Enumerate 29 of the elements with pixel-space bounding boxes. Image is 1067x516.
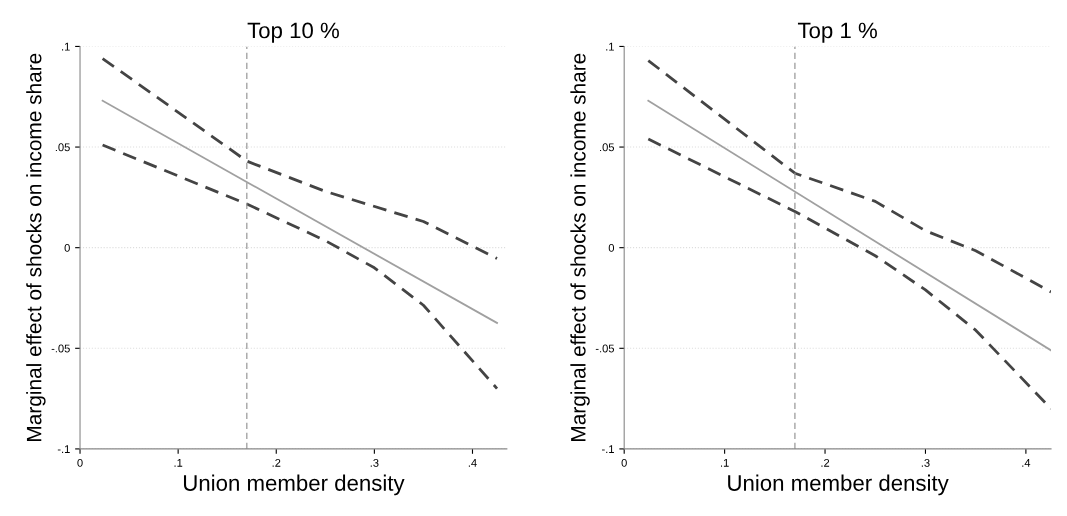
x-tick-label: .3: [921, 458, 930, 467]
chart-title: Top 1 %: [797, 22, 877, 43]
x-axis-title: Union member density: [183, 474, 405, 496]
y-tick-label: -.1: [602, 445, 614, 453]
y-tick-label: .05: [600, 143, 615, 152]
x-tick-label: .1: [174, 459, 183, 467]
y-tick-label: .05: [55, 143, 70, 152]
line-series: [101, 57, 499, 260]
y-tick-label: -.1: [57, 445, 70, 453]
x-tick-label: .3: [370, 458, 379, 467]
y-axis-title: Marginal effect of shocks on income share: [26, 53, 46, 441]
y-tick-label: 0: [64, 243, 70, 252]
x-tick-label: .2: [272, 458, 281, 467]
chart-title: Top 10 %: [247, 22, 339, 43]
y-tick-label: 0: [608, 243, 615, 252]
line-series: [646, 59, 1051, 294]
x-tick-label: .4: [1022, 459, 1031, 467]
x-tick-label: 0: [77, 458, 83, 467]
y-tick-label: .1: [62, 42, 70, 51]
x-tick-label: .1: [721, 459, 729, 467]
y-tick-label: .1: [606, 42, 614, 51]
line-series: [101, 143, 499, 390]
x-tick-label: 0: [621, 458, 627, 467]
x-axis-title: Union member density: [728, 474, 949, 496]
x-tick-label: .2: [821, 458, 830, 467]
y-axis-title: Marginal effect of shocks on income share: [570, 53, 590, 441]
y-tick-label: -.05: [51, 344, 70, 353]
y-tick-label: -.05: [595, 344, 615, 353]
x-tick-label: .4: [468, 459, 477, 467]
